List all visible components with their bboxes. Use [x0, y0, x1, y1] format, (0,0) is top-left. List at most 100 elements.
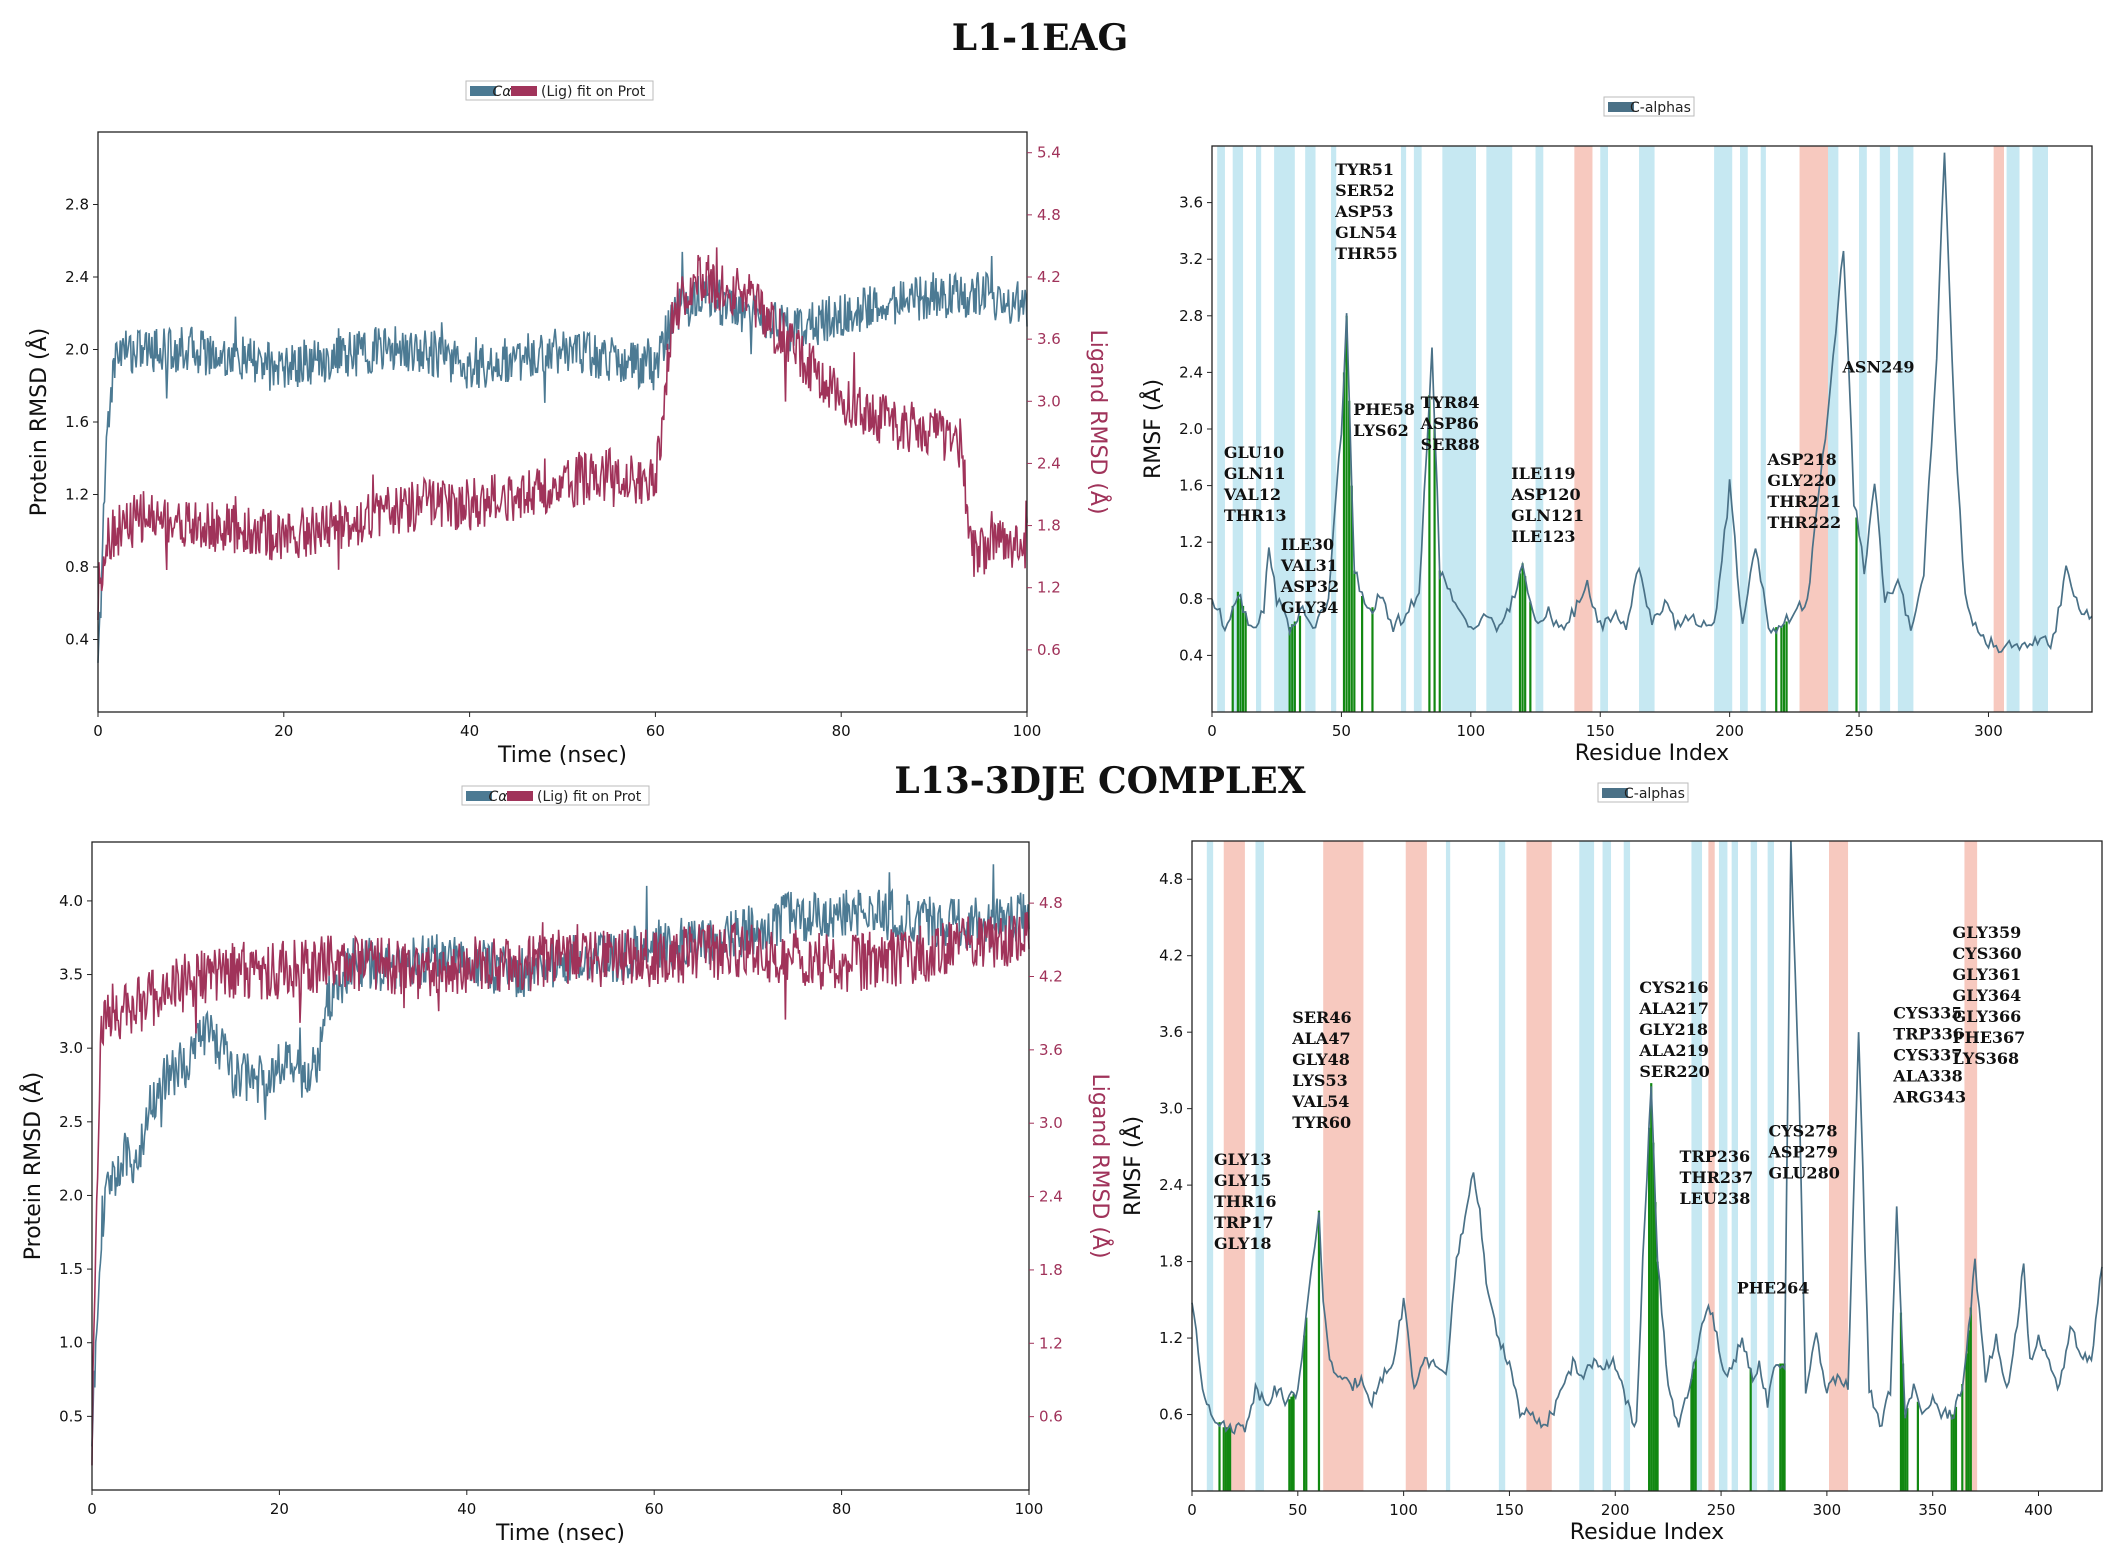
rmsd-chart: 0 20 40 60 80 100 0.4 0.8 1.2 1.6 2.0 2.4 2.8 0.6 1.2 1…	[25, 131, 1112, 768]
strand-region	[1206, 841, 1214, 1491]
x-tick-label: 60	[646, 722, 665, 740]
x-tick-label: 100	[1457, 722, 1486, 740]
strand-region	[1714, 146, 1733, 712]
y-tick-label: 3.5	[59, 966, 83, 984]
x-tick-label: 0	[1207, 722, 1217, 740]
residue-annotation: GLY18	[1214, 1234, 1272, 1253]
residue-annotation: THR237	[1680, 1168, 1754, 1187]
y-tick-label: 3.6	[1179, 194, 1203, 212]
residue-annotation: PHE264	[1737, 1278, 1810, 1297]
protein-rmsd-line	[97, 251, 1028, 663]
y-tick-label: 2.0	[1179, 420, 1203, 438]
residue-annotation: TYR51	[1335, 160, 1394, 179]
strand-region	[1691, 841, 1703, 1491]
strand-region	[1639, 146, 1655, 712]
strand-region	[1760, 146, 1766, 712]
legend: Cα (Lig) fit on Prot	[465, 80, 654, 101]
plot-frame	[97, 131, 1028, 713]
residue-annotation: SER46	[1292, 1008, 1351, 1027]
helix-region	[1405, 841, 1427, 1491]
x-tick-label: 20	[274, 722, 293, 740]
residue-annotation: GLN11	[1224, 464, 1286, 483]
y-right-axis-label: Ligand RMSD (Å)	[1087, 1073, 1114, 1258]
x-tick-label: 150	[1495, 1501, 1524, 1519]
plot-frame	[91, 841, 1030, 1491]
residue-annotation: LEU238	[1680, 1189, 1751, 1208]
residue-annotation: GLY361	[1953, 965, 2022, 984]
y-right-tick-label: 4.8	[1037, 206, 1061, 224]
residue-annotation: LYS62	[1353, 421, 1408, 440]
y-right-tick-label: 4.2	[1037, 268, 1061, 286]
y-right-tick-label: 3.0	[1037, 392, 1061, 410]
y-tick-label: 3.2	[1179, 250, 1203, 268]
residue-annotation: TYR60	[1292, 1113, 1351, 1132]
y-right-tick-label: 2.4	[1039, 1188, 1063, 1206]
strand-region	[1879, 146, 1891, 712]
residue-annotation: TRP236	[1680, 1147, 1751, 1166]
y-tick-label: 2.4	[1159, 1176, 1183, 1194]
x-tick-label: 250	[1707, 1501, 1736, 1519]
y-axis-label: Protein RMSD (Å)	[25, 328, 52, 517]
residue-annotation: THR222	[1767, 513, 1841, 532]
residue-annotation: PHE58	[1353, 400, 1415, 419]
legend: Cα (Lig) fit on Prot	[461, 785, 650, 806]
strand-region	[1623, 841, 1631, 1491]
y-right-tick-label: 5.4	[1037, 144, 1061, 162]
helix-region	[1526, 841, 1552, 1491]
residue-annotation: VAL12	[1223, 485, 1281, 504]
strand-region	[1305, 146, 1316, 712]
residue-annotation: ASP120	[1510, 485, 1580, 504]
x-axis-label: Time (nsec)	[495, 1521, 625, 1546]
y-tick-label: 2.4	[1179, 363, 1203, 381]
y-axis-label: Protein RMSD (Å)	[19, 1072, 46, 1261]
helix-region	[1323, 841, 1364, 1491]
helix-region	[1829, 841, 1849, 1491]
strand-region	[2032, 146, 2048, 712]
strand-region	[1232, 146, 1244, 712]
residue-annotation: ASP32	[1280, 577, 1339, 596]
strand-region	[1498, 841, 1506, 1491]
strand-region	[1274, 146, 1295, 712]
helix-region	[1574, 146, 1593, 712]
y-tick-label: 1.2	[1179, 533, 1203, 551]
rmsf-line	[1191, 840, 2103, 1435]
helix-region	[1799, 146, 1828, 712]
x-tick-label: 300	[1813, 1501, 1842, 1519]
ligand-rmsd-line	[91, 911, 1030, 1466]
x-tick-label: 0	[1187, 1501, 1197, 1519]
y-tick-label: 4.0	[59, 892, 83, 910]
residue-annotation: TRP336	[1893, 1024, 1964, 1043]
strand-region	[1718, 841, 1728, 1491]
x-tick-label: 200	[1601, 1501, 1630, 1519]
x-tick-label: 0	[93, 722, 103, 740]
y-right-tick-label: 1.2	[1037, 579, 1061, 597]
strand-region	[1535, 146, 1544, 712]
x-tick-label: 100	[1015, 1500, 1044, 1518]
x-tick-label: 100	[1389, 1501, 1418, 1519]
rmsf-line	[1211, 152, 2093, 654]
residue-annotation: THR221	[1767, 492, 1841, 511]
residue-annotation: THR13	[1224, 506, 1287, 525]
residue-annotation: GLN54	[1335, 223, 1397, 242]
y-tick-label: 0.8	[1179, 590, 1203, 608]
legend-label-calpha: C-alphas	[1624, 786, 1685, 802]
x-tick-label: 250	[1845, 722, 1874, 740]
strand-region	[1445, 841, 1451, 1491]
y-tick-label: 1.8	[1159, 1253, 1183, 1271]
legend-label-calpha: C-alphas	[1630, 100, 1691, 116]
x-tick-label: 100	[1013, 722, 1042, 740]
y-right-tick-label: 2.4	[1037, 454, 1061, 472]
helix-region	[1708, 841, 1715, 1491]
chart-title: L1-1EAG	[952, 17, 1128, 59]
residue-annotation: GLN121	[1511, 506, 1584, 525]
residue-annotation: GLY34	[1281, 598, 1339, 617]
residue-annotation: ASP218	[1766, 450, 1836, 469]
legend-label-protein: Cα	[492, 84, 512, 100]
residue-annotation: CYS335	[1893, 1003, 1962, 1022]
residue-annotation: ARG343	[1892, 1087, 1966, 1106]
residue-annotation: ILE123	[1511, 527, 1575, 546]
legend-label-ligand: (Lig) fit on Prot	[537, 789, 642, 805]
y-tick-label: 3.0	[59, 1039, 83, 1057]
residue-annotation: CYS360	[1953, 944, 2022, 963]
